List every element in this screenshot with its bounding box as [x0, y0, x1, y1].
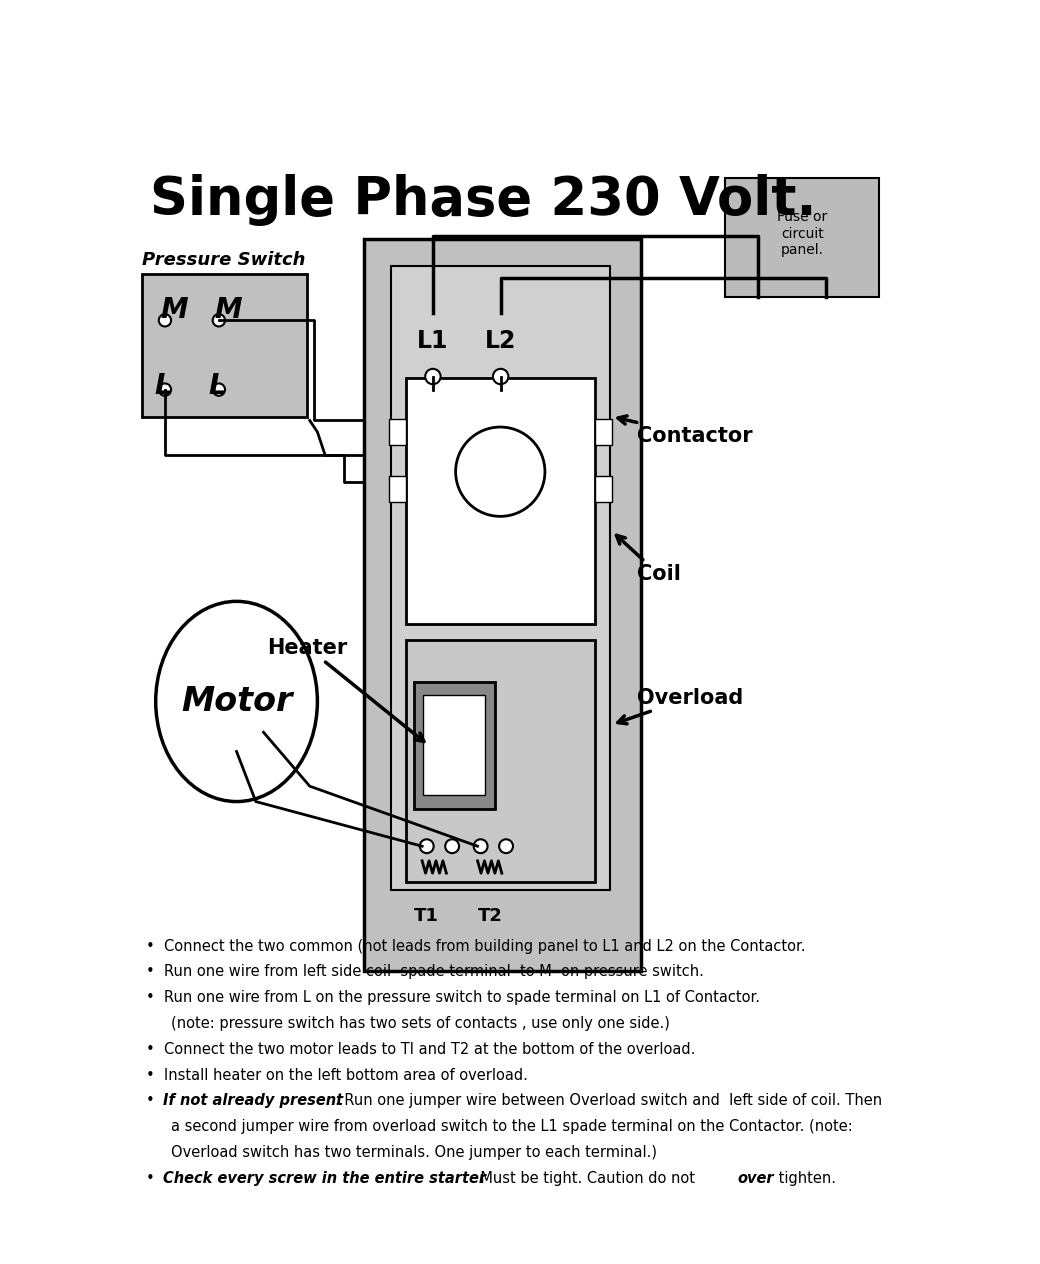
Text: •: •: [147, 1170, 164, 1186]
Circle shape: [456, 427, 545, 517]
FancyBboxPatch shape: [414, 683, 494, 809]
Circle shape: [425, 369, 441, 384]
Circle shape: [213, 383, 225, 396]
Text: . Run one jumper wire between Overload switch and  left side of coil. Then: . Run one jumper wire between Overload s…: [335, 1093, 882, 1109]
Text: •  Install heater on the left bottom area of overload.: • Install heater on the left bottom area…: [147, 1068, 528, 1082]
Circle shape: [420, 839, 434, 853]
Text: T1: T1: [414, 906, 439, 924]
Text: •  Connect the two motor leads to TI and T2 at the bottom of the overload.: • Connect the two motor leads to TI and …: [147, 1042, 696, 1057]
FancyBboxPatch shape: [595, 475, 612, 502]
Text: •: •: [147, 1093, 164, 1109]
Text: •  Run one wire from L on the pressure switch to spade terminal on L1 of Contact: • Run one wire from L on the pressure sw…: [147, 990, 760, 1005]
Circle shape: [493, 369, 509, 384]
Text: Check every screw in the entire starter: Check every screw in the entire starter: [162, 1170, 486, 1186]
FancyBboxPatch shape: [391, 267, 610, 890]
Circle shape: [159, 315, 172, 326]
Text: Single Phase 230 Volt.: Single Phase 230 Volt.: [150, 174, 816, 226]
Text: •  Run one wire from left side coil  spade terminal  to M  on pressure switch.: • Run one wire from left side coil spade…: [147, 964, 704, 980]
Text: M: M: [214, 296, 242, 324]
FancyBboxPatch shape: [364, 239, 641, 971]
Circle shape: [445, 839, 459, 853]
Text: Overload switch has two terminals. One jumper to each terminal.): Overload switch has two terminals. One j…: [172, 1145, 657, 1160]
FancyBboxPatch shape: [389, 420, 406, 445]
Circle shape: [499, 839, 513, 853]
Text: L2: L2: [485, 329, 516, 353]
Text: L: L: [155, 372, 173, 399]
FancyBboxPatch shape: [406, 640, 595, 882]
Text: Fuse or
circuit
panel.: Fuse or circuit panel.: [777, 211, 828, 257]
FancyBboxPatch shape: [595, 420, 612, 445]
Text: •  Connect the two common (hot leads from building panel to L1 and L2 on the Con: • Connect the two common (hot leads from…: [147, 939, 806, 953]
Text: Motor: Motor: [181, 685, 292, 718]
Text: Contactor: Contactor: [618, 416, 753, 446]
Text: Pressure Switch: Pressure Switch: [141, 252, 306, 269]
Circle shape: [159, 383, 172, 396]
Text: T2: T2: [478, 906, 503, 924]
Text: M: M: [160, 296, 188, 324]
Text: . Must be tight. Caution do not: . Must be tight. Caution do not: [471, 1170, 700, 1186]
Text: over: over: [737, 1170, 775, 1186]
Text: L: L: [208, 372, 226, 399]
FancyBboxPatch shape: [389, 475, 406, 502]
Text: Overload: Overload: [618, 688, 744, 724]
FancyBboxPatch shape: [726, 178, 880, 297]
Circle shape: [213, 315, 225, 326]
Text: If not already present: If not already present: [162, 1093, 343, 1109]
FancyBboxPatch shape: [406, 378, 595, 624]
Text: Coil: Coil: [617, 536, 681, 584]
FancyBboxPatch shape: [141, 274, 308, 417]
Ellipse shape: [156, 602, 317, 801]
Text: tighten.: tighten.: [774, 1170, 836, 1186]
Text: a second jumper wire from overload switch to the L1 spade terminal on the Contac: a second jumper wire from overload switc…: [172, 1119, 853, 1134]
Text: (note: pressure switch has two sets of contacts , use only one side.): (note: pressure switch has two sets of c…: [172, 1016, 670, 1031]
FancyBboxPatch shape: [423, 695, 486, 795]
Text: L1: L1: [417, 329, 448, 353]
Circle shape: [473, 839, 488, 853]
Text: Heater: Heater: [267, 637, 424, 742]
